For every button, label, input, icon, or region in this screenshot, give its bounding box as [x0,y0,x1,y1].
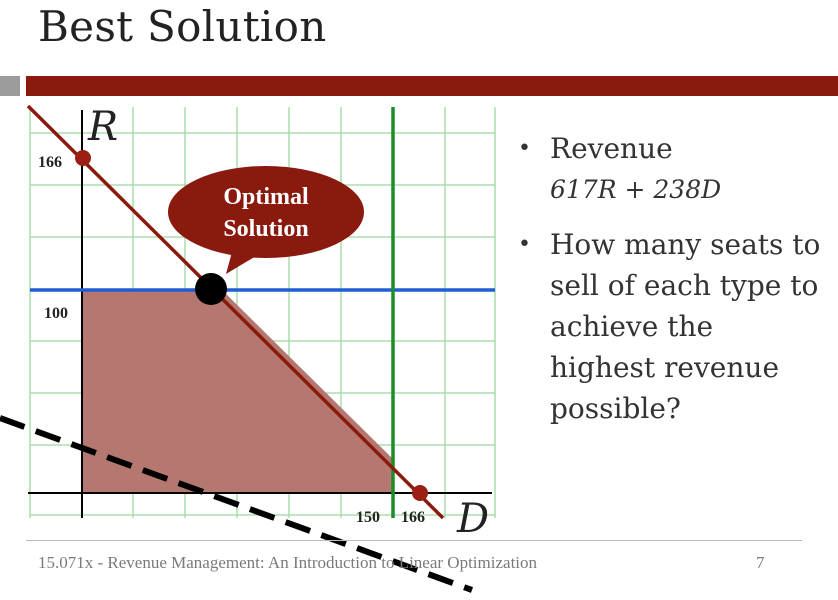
footer-rule [26,540,802,541]
capacity-line [26,104,445,520]
callout-line1: Optimal [223,184,309,210]
accent-square [0,76,20,96]
lp-graph: Optimal Solution 166 100 150 166 R D [0,104,496,593]
footer-text: 15.071x - Revenue Management: An Introdu… [38,553,538,572]
objective-line [0,415,474,593]
page-number: 7 [756,553,765,572]
bullet-list: • Revenue 617R + 238D • How many seats t… [516,128,826,443]
bullet-dot-icon: • [518,232,531,257]
tick-label-d-150: 150 [356,509,380,526]
feasible-region [82,290,392,493]
revenue-label: Revenue [550,132,673,165]
r-intercept-point [75,150,91,166]
d-intercept-point [412,485,428,501]
x-axis-name: D [456,496,489,542]
optimal-solution-callout: Optimal Solution [168,166,364,274]
bullet-question: • How many seats to sell of each type to… [516,224,826,429]
tick-label-d-166: 166 [401,509,425,526]
callout-line2: Solution [223,216,308,242]
slide-title: Best Solution [38,2,327,51]
y-axis-name: R [87,104,118,150]
optimal-point [195,273,227,305]
tick-label-r-166: 166 [38,154,62,171]
revenue-formula: 617R + 238D [550,175,722,204]
bullet-revenue: • Revenue 617R + 238D [516,128,826,210]
question-text: How many seats to sell of each type to a… [550,228,821,425]
tick-label-r-100: 100 [44,305,68,322]
accent-bar [26,76,838,96]
bullet-dot-icon: • [518,136,531,161]
